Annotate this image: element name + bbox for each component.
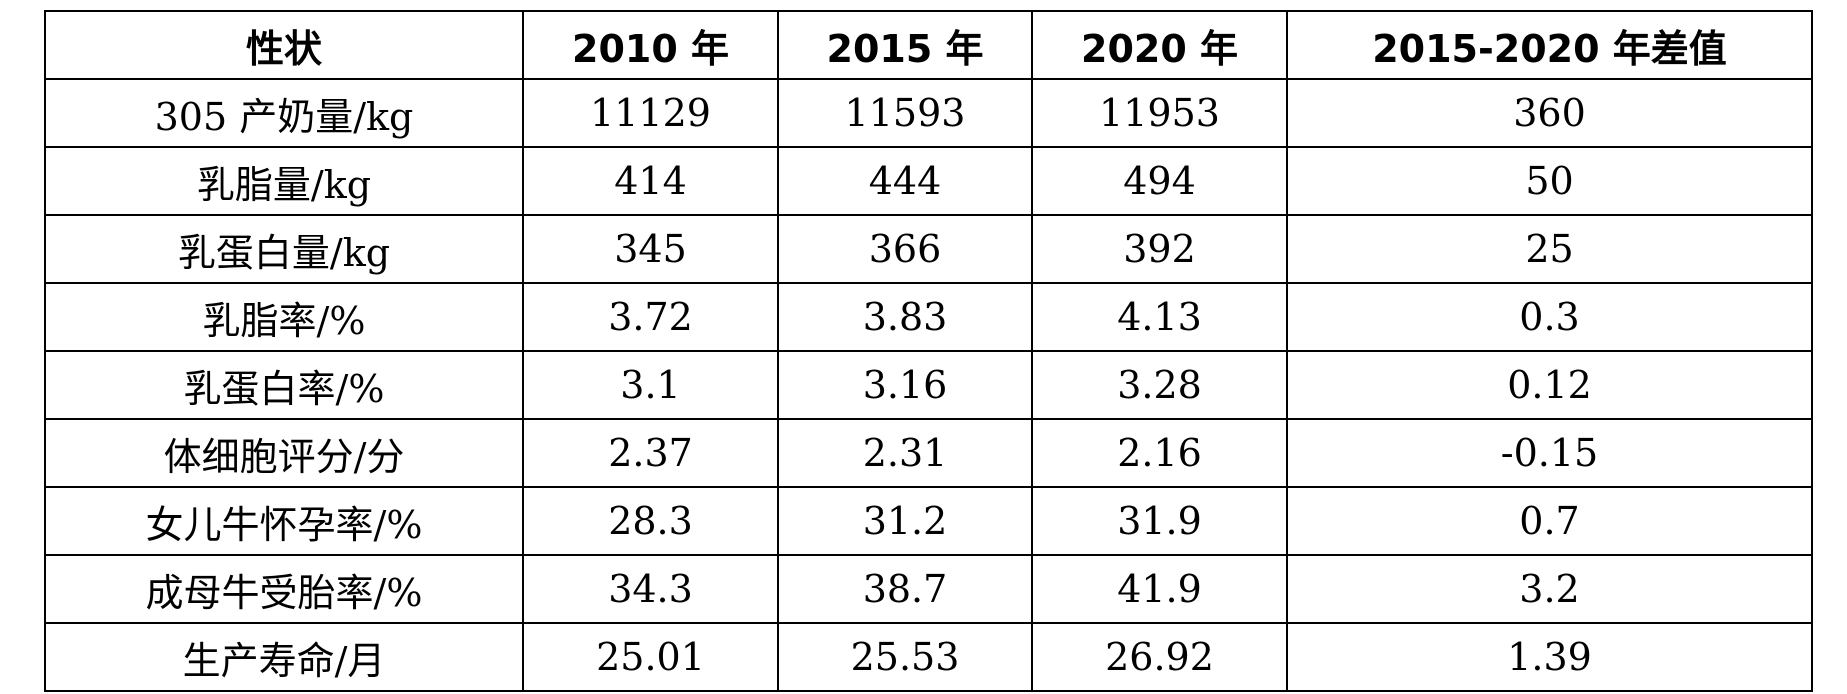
- value-2020-cell: 26.92: [1031, 622, 1288, 692]
- trait-table: 性状 2010 年 2015 年 2020 年 2015-2020 年差值 30…: [44, 10, 1813, 692]
- difference-cell: 0.12: [1286, 350, 1813, 420]
- trait-cell: 乳脂率/%: [44, 282, 524, 352]
- trait-cell: 乳脂量/kg: [44, 146, 524, 216]
- value-2015-cell: 444: [777, 146, 1033, 216]
- value-2010-cell: 2.37: [522, 418, 779, 488]
- table-header-row: 性状 2010 年 2015 年 2020 年 2015-2020 年差值: [44, 10, 1813, 80]
- value-2020-cell: 11953: [1031, 78, 1288, 148]
- value-2010-cell: 25.01: [522, 622, 779, 692]
- value-2020-cell: 494: [1031, 146, 1288, 216]
- table-row: 乳蛋白率/% 3.1 3.16 3.28 0.12: [44, 350, 1813, 420]
- difference-cell: 3.2: [1286, 554, 1813, 624]
- value-2020-cell: 31.9: [1031, 486, 1288, 556]
- difference-cell: -0.15: [1286, 418, 1813, 488]
- difference-cell: 1.39: [1286, 622, 1813, 692]
- value-2010-cell: 28.3: [522, 486, 779, 556]
- value-2010-cell: 345: [522, 214, 779, 284]
- value-2015-cell: 3.83: [777, 282, 1033, 352]
- table-row: 体细胞评分/分 2.37 2.31 2.16 -0.15: [44, 418, 1813, 488]
- table-row: 乳蛋白量/kg 345 366 392 25: [44, 214, 1813, 284]
- value-2015-cell: 31.2: [777, 486, 1033, 556]
- header-2020: 2020 年: [1031, 10, 1288, 80]
- table-row: 女儿牛怀孕率/% 28.3 31.2 31.9 0.7: [44, 486, 1813, 556]
- value-2020-cell: 392: [1031, 214, 1288, 284]
- difference-cell: 25: [1286, 214, 1813, 284]
- value-2010-cell: 3.72: [522, 282, 779, 352]
- value-2015-cell: 3.16: [777, 350, 1033, 420]
- trait-cell: 成母牛受胎率/%: [44, 554, 524, 624]
- value-2010-cell: 3.1: [522, 350, 779, 420]
- value-2015-cell: 25.53: [777, 622, 1033, 692]
- difference-cell: 0.7: [1286, 486, 1813, 556]
- trait-cell: 305 产奶量/kg: [44, 78, 524, 148]
- difference-cell: 0.3: [1286, 282, 1813, 352]
- header-difference: 2015-2020 年差值: [1286, 10, 1813, 80]
- table-row: 乳脂量/kg 414 444 494 50: [44, 146, 1813, 216]
- table-row: 305 产奶量/kg 11129 11593 11953 360: [44, 78, 1813, 148]
- value-2020-cell: 2.16: [1031, 418, 1288, 488]
- trait-cell: 乳蛋白率/%: [44, 350, 524, 420]
- table-row: 乳脂率/% 3.72 3.83 4.13 0.3: [44, 282, 1813, 352]
- header-2015: 2015 年: [777, 10, 1033, 80]
- header-2010: 2010 年: [522, 10, 779, 80]
- trait-table-container: 性状 2010 年 2015 年 2020 年 2015-2020 年差值 30…: [44, 10, 1813, 692]
- value-2020-cell: 3.28: [1031, 350, 1288, 420]
- header-trait: 性状: [44, 10, 524, 80]
- difference-cell: 50: [1286, 146, 1813, 216]
- table-row: 成母牛受胎率/% 34.3 38.7 41.9 3.2: [44, 554, 1813, 624]
- trait-cell: 体细胞评分/分: [44, 418, 524, 488]
- trait-cell: 乳蛋白量/kg: [44, 214, 524, 284]
- value-2015-cell: 2.31: [777, 418, 1033, 488]
- value-2015-cell: 366: [777, 214, 1033, 284]
- value-2015-cell: 38.7: [777, 554, 1033, 624]
- value-2010-cell: 414: [522, 146, 779, 216]
- value-2010-cell: 34.3: [522, 554, 779, 624]
- value-2020-cell: 4.13: [1031, 282, 1288, 352]
- value-2015-cell: 11593: [777, 78, 1033, 148]
- trait-cell: 女儿牛怀孕率/%: [44, 486, 524, 556]
- value-2010-cell: 11129: [522, 78, 779, 148]
- value-2020-cell: 41.9: [1031, 554, 1288, 624]
- table-row: 生产寿命/月 25.01 25.53 26.92 1.39: [44, 622, 1813, 692]
- trait-cell: 生产寿命/月: [44, 622, 524, 692]
- difference-cell: 360: [1286, 78, 1813, 148]
